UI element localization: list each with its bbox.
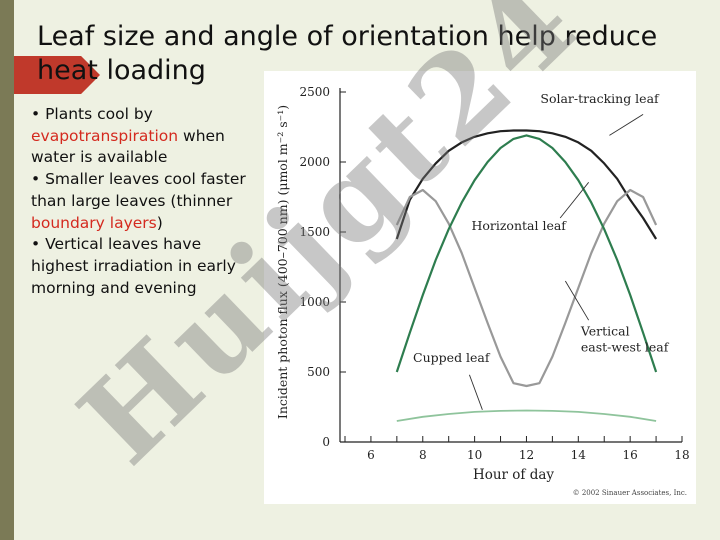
series-annotation-label: east-west leaf — [581, 340, 670, 355]
left-accent-bar — [0, 0, 14, 540]
bullet-text: when water is available — [31, 126, 225, 167]
y-tick-label: 0 — [322, 435, 330, 449]
bullet-text: ) — [156, 213, 163, 232]
x-axis-label: Hour of day — [473, 467, 554, 483]
chart-panel: 0 500 1000 1500 2000 2500 6 8 10 12 14 16 18 Hour of … — [264, 71, 696, 504]
x-tick-label: 12 — [519, 448, 534, 462]
annotation-pointer — [609, 114, 644, 136]
bullet-text: • Smaller leaves cool faster than large … — [31, 170, 246, 210]
bullet-text: • Plants cool by — [31, 105, 153, 123]
series-line — [395, 188, 658, 388]
bullet-text: • Vertical leaves have highest irradiati… — [31, 235, 236, 297]
photon-flux-chart: 0 500 1000 1500 2000 2500 6 8 10 12 14 16 18 Hour of … — [275, 85, 690, 497]
series-annotation-label: Horizontal leaf — [471, 218, 567, 233]
annotation-pointer — [469, 374, 483, 410]
annotation-pointer — [559, 182, 590, 219]
bullet-item: • Plants cool by evapotranspiration when… — [31, 104, 263, 169]
series-annotation-label: Cupped leaf — [413, 350, 491, 365]
y-tick-label: 1500 — [299, 225, 330, 239]
copyright-text: © 2002 Sinauer Associates, Inc. — [573, 489, 687, 497]
highlighted-term: evapotranspiration — [31, 126, 179, 145]
series-annotation-label: Solar-tracking leaf — [540, 91, 660, 106]
x-tick-label: 18 — [674, 448, 689, 462]
x-tick-label: 6 — [367, 448, 375, 462]
y-tick-label: 2000 — [299, 155, 330, 169]
x-tick-label: 10 — [467, 448, 482, 462]
slide-title: Leaf size and angle of orientation help … — [37, 21, 658, 86]
series-annotation-label: Vertical — [580, 324, 630, 339]
y-tick-label: 500 — [307, 365, 330, 379]
bullet-item: • Smaller leaves cool faster than large … — [31, 169, 263, 234]
x-tick-label: 16 — [623, 448, 638, 462]
x-tick-label: 8 — [419, 448, 427, 462]
annotation-pointer — [564, 280, 590, 321]
x-tick-label: 14 — [571, 448, 587, 462]
bullet-item: • Vertical leaves have highest irradiati… — [31, 234, 263, 299]
series-line — [395, 129, 658, 240]
series-line — [396, 409, 657, 422]
bullet-list: • Plants cool by evapotranspiration when… — [31, 104, 263, 299]
y-axis-label: Incident photon flux (400–700 nm) (μmol … — [275, 105, 290, 419]
y-tick-label: 1000 — [299, 295, 330, 309]
y-tick-label: 2500 — [299, 85, 330, 99]
red-arrow-tab — [14, 56, 100, 94]
highlighted-term: boundary layers — [31, 213, 157, 232]
series-line — [395, 134, 658, 373]
